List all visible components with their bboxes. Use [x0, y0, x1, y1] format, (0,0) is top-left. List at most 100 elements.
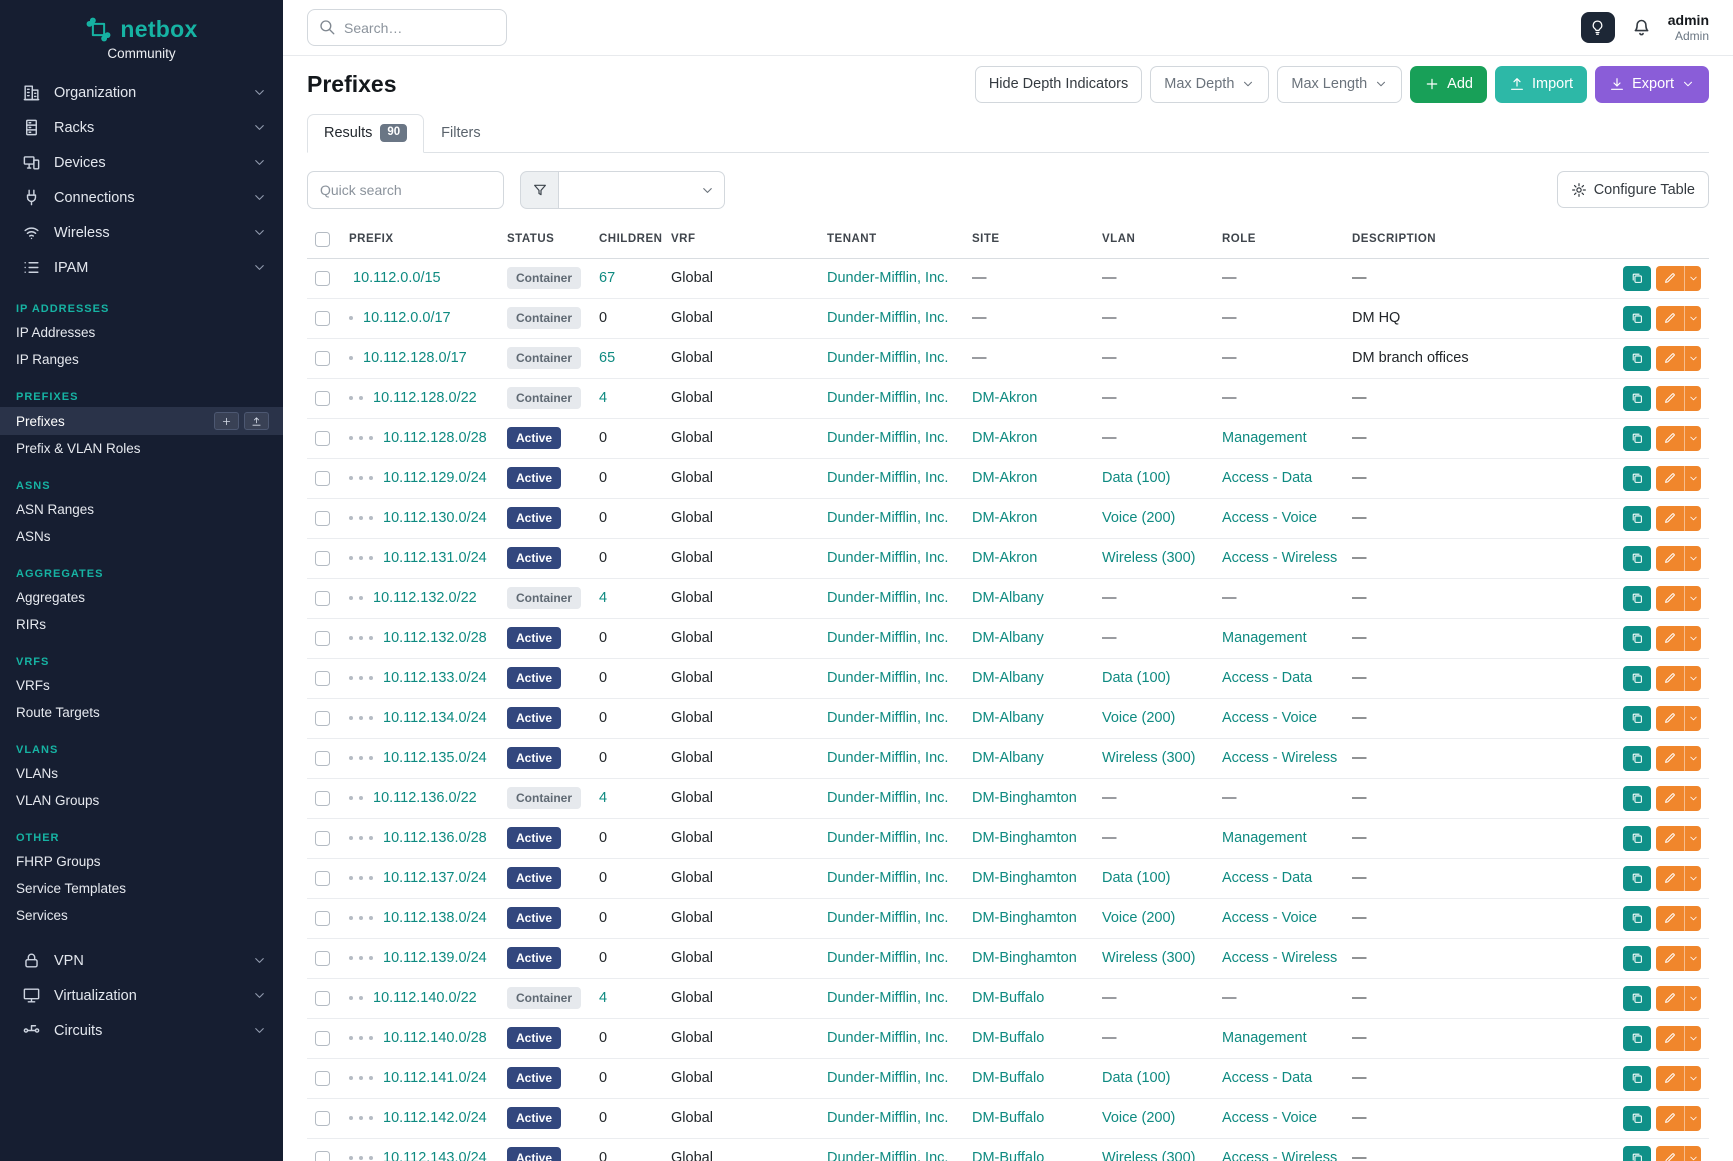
- copy-button[interactable]: [1623, 945, 1651, 971]
- sidebar-item-circuits[interactable]: Circuits: [0, 1013, 283, 1048]
- edit-button[interactable]: [1656, 985, 1684, 1011]
- copy-button[interactable]: [1623, 905, 1651, 931]
- prefix-link[interactable]: 10.112.131.0/24: [383, 550, 487, 566]
- site-link[interactable]: DM-Buffalo: [972, 990, 1045, 1006]
- copy-button[interactable]: [1623, 1065, 1651, 1091]
- edit-dropdown-toggle[interactable]: [1684, 425, 1701, 451]
- edit-button[interactable]: [1656, 1105, 1684, 1131]
- vlan-link[interactable]: Data (100): [1102, 870, 1171, 886]
- column-header-description[interactable]: Description: [1344, 220, 1604, 259]
- edit-button[interactable]: [1656, 1145, 1684, 1161]
- role-link[interactable]: Access - Voice: [1222, 910, 1318, 926]
- edit-dropdown-toggle[interactable]: [1684, 1145, 1701, 1161]
- tenant-link[interactable]: Dunder-Mifflin, Inc.: [827, 310, 949, 326]
- children-link[interactable]: 65: [599, 350, 616, 366]
- sidebar-item-asn-ranges[interactable]: ASN Ranges: [0, 496, 283, 523]
- sidebar-item-virtualization[interactable]: Virtualization: [0, 978, 283, 1013]
- tenant-link[interactable]: Dunder-Mifflin, Inc.: [827, 550, 949, 566]
- edit-button[interactable]: [1656, 545, 1684, 571]
- tab-filters[interactable]: Filters: [424, 114, 497, 153]
- edit-dropdown-toggle[interactable]: [1684, 545, 1701, 571]
- edit-dropdown-toggle[interactable]: [1684, 665, 1701, 691]
- tenant-link[interactable]: Dunder-Mifflin, Inc.: [827, 710, 949, 726]
- copy-button[interactable]: [1623, 985, 1651, 1011]
- tenant-link[interactable]: Dunder-Mifflin, Inc.: [827, 750, 949, 766]
- sidebar-item-ipam[interactable]: IPAM: [0, 250, 283, 285]
- edit-dropdown-toggle[interactable]: [1684, 825, 1701, 851]
- row-checkbox[interactable]: [315, 830, 330, 846]
- sidebar-item-connections[interactable]: Connections: [0, 180, 283, 215]
- row-checkbox[interactable]: [315, 1150, 330, 1161]
- edit-button[interactable]: [1656, 785, 1684, 811]
- vlan-link[interactable]: Voice (200): [1102, 510, 1176, 526]
- tenant-link[interactable]: Dunder-Mifflin, Inc.: [827, 990, 949, 1006]
- edit-dropdown-toggle[interactable]: [1684, 1105, 1701, 1131]
- tenant-link[interactable]: Dunder-Mifflin, Inc.: [827, 350, 949, 366]
- import-button[interactable]: Import: [1494, 65, 1588, 103]
- max-length-dropdown[interactable]: Max Length: [1277, 65, 1403, 103]
- user-menu[interactable]: admin Admin: [1668, 12, 1709, 43]
- vlan-link[interactable]: Voice (200): [1102, 1110, 1176, 1126]
- edit-dropdown-toggle[interactable]: [1684, 1025, 1701, 1051]
- row-checkbox[interactable]: [315, 870, 330, 886]
- edit-button[interactable]: [1656, 1065, 1684, 1091]
- children-link[interactable]: 67: [599, 270, 616, 286]
- copy-button[interactable]: [1623, 745, 1651, 771]
- tenant-link[interactable]: Dunder-Mifflin, Inc.: [827, 670, 949, 686]
- sidebar-item-ip-ranges[interactable]: IP Ranges: [0, 346, 283, 373]
- notifications-button[interactable]: [1631, 17, 1652, 38]
- vlan-link[interactable]: Wireless (300): [1102, 1150, 1196, 1161]
- role-link[interactable]: Management: [1222, 430, 1307, 446]
- site-link[interactable]: DM-Buffalo: [972, 1070, 1045, 1086]
- edit-dropdown-toggle[interactable]: [1684, 785, 1701, 811]
- tenant-link[interactable]: Dunder-Mifflin, Inc.: [827, 590, 949, 606]
- tenant-link[interactable]: Dunder-Mifflin, Inc.: [827, 630, 949, 646]
- sidebar-item-prefix-vlan-roles[interactable]: Prefix & VLAN Roles: [0, 435, 283, 462]
- sidebar-item-ip-addresses[interactable]: IP Addresses: [0, 319, 283, 346]
- tenant-link[interactable]: Dunder-Mifflin, Inc.: [827, 1030, 949, 1046]
- prefix-link[interactable]: 10.112.136.0/28: [383, 830, 487, 846]
- prefix-link[interactable]: 10.112.0.0/17: [363, 310, 451, 326]
- role-link[interactable]: Management: [1222, 830, 1307, 846]
- copy-button[interactable]: [1623, 265, 1651, 291]
- prefix-link[interactable]: 10.112.0.0/15: [353, 270, 441, 286]
- column-header-tenant[interactable]: Tenant: [819, 220, 964, 259]
- sidebar-item-prefixes[interactable]: Prefixes: [0, 407, 283, 435]
- prefix-link[interactable]: 10.112.141.0/24: [383, 1070, 487, 1086]
- site-link[interactable]: DM-Albany: [972, 670, 1044, 686]
- row-checkbox[interactable]: [315, 790, 330, 806]
- tenant-link[interactable]: Dunder-Mifflin, Inc.: [827, 270, 949, 286]
- sidebar-item-fhrp-groups[interactable]: FHRP Groups: [0, 848, 283, 875]
- row-checkbox[interactable]: [315, 750, 330, 766]
- edit-dropdown-toggle[interactable]: [1684, 865, 1701, 891]
- copy-button[interactable]: [1623, 1025, 1651, 1051]
- sidebar-import-prefix-button[interactable]: [244, 412, 269, 430]
- prefix-link[interactable]: 10.112.128.0/22: [373, 390, 477, 406]
- tenant-link[interactable]: Dunder-Mifflin, Inc.: [827, 790, 949, 806]
- edit-button[interactable]: [1656, 865, 1684, 891]
- role-link[interactable]: Access - Wireless: [1222, 750, 1338, 766]
- site-link[interactable]: DM-Akron: [972, 390, 1038, 406]
- site-link[interactable]: DM-Binghamton: [972, 870, 1077, 886]
- vlan-link[interactable]: Wireless (300): [1102, 550, 1196, 566]
- site-link[interactable]: DM-Binghamton: [972, 950, 1077, 966]
- prefix-link[interactable]: 10.112.132.0/22: [373, 590, 477, 606]
- prefix-link[interactable]: 10.112.142.0/24: [383, 1110, 487, 1126]
- prefix-link[interactable]: 10.112.139.0/24: [383, 950, 487, 966]
- prefix-link[interactable]: 10.112.128.0/17: [363, 350, 467, 366]
- edit-button[interactable]: [1656, 825, 1684, 851]
- prefix-link[interactable]: 10.112.140.0/28: [383, 1030, 487, 1046]
- saved-filter-select[interactable]: [559, 170, 725, 209]
- tenant-link[interactable]: Dunder-Mifflin, Inc.: [827, 1070, 949, 1086]
- row-checkbox[interactable]: [315, 950, 330, 966]
- row-checkbox[interactable]: [315, 670, 330, 686]
- sidebar-item-racks[interactable]: Racks: [0, 110, 283, 145]
- edit-dropdown-toggle[interactable]: [1684, 905, 1701, 931]
- column-header-site[interactable]: Site: [964, 220, 1094, 259]
- edit-dropdown-toggle[interactable]: [1684, 265, 1701, 291]
- row-checkbox[interactable]: [315, 390, 330, 406]
- prefix-link[interactable]: 10.112.135.0/24: [383, 750, 487, 766]
- sidebar-item-vlan-groups[interactable]: VLAN Groups: [0, 787, 283, 814]
- role-link[interactable]: Management: [1222, 1030, 1307, 1046]
- edit-button[interactable]: [1656, 425, 1684, 451]
